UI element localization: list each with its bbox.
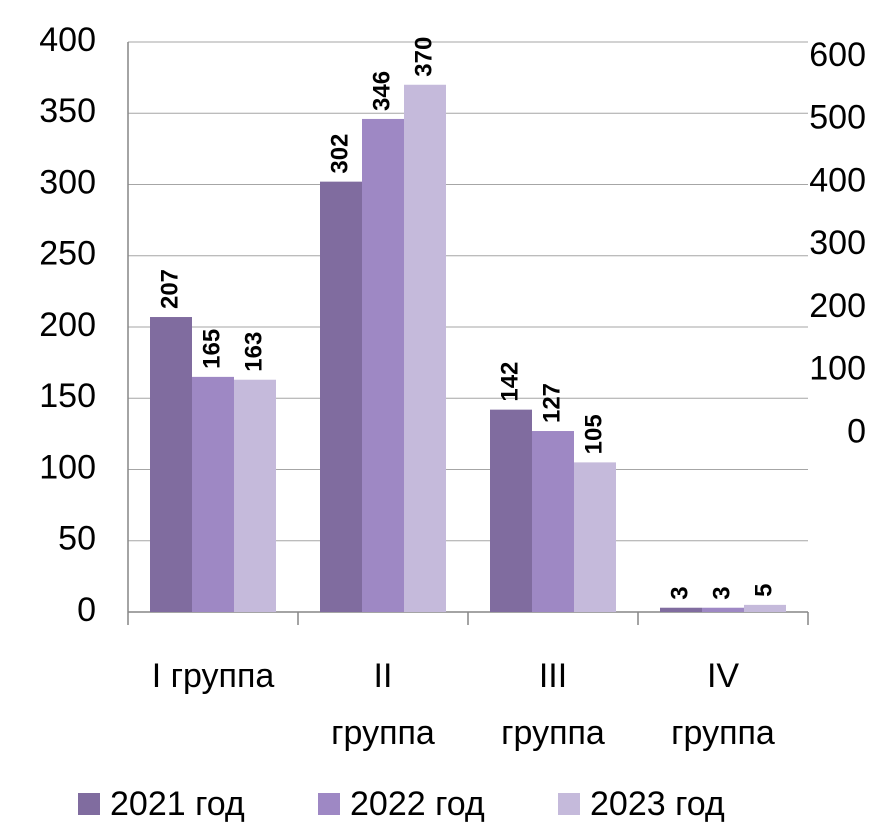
x-tick-label: I группа [151,657,275,695]
y-tick-label: 200 [39,306,96,344]
legend-label: 2022 год [350,785,485,823]
y2-tick-label: 300 [809,224,866,262]
data-label: 207 [156,269,183,309]
bar [192,376,234,612]
data-label: 3 [708,586,735,599]
bar [574,462,616,612]
legend-swatch [78,793,100,815]
legend-swatch [318,793,340,815]
bar [532,431,574,612]
y2-tick-label: 600 [809,36,866,74]
data-label: 165 [198,329,225,369]
x-tick-label: III группа [501,657,605,752]
legend-label: 2023 год [590,785,725,823]
data-label: 346 [368,71,395,111]
bar [490,409,532,612]
legend-label: 2021 год [110,785,245,823]
data-label: 5 [750,584,777,597]
data-label: 302 [326,134,353,174]
y2-tick-label: 500 [809,99,866,137]
data-label: 105 [580,414,607,454]
data-label: 163 [240,332,267,372]
y-tick-label: 300 [39,163,96,201]
y-tick-label: 250 [39,235,96,273]
bar [744,604,786,612]
y-tick-label: 350 [39,92,96,130]
y2-tick-label: 200 [809,287,866,325]
y-tick-label: 100 [39,448,96,486]
bar [660,607,702,612]
y-tick-label: 0 [77,591,96,629]
bar [404,84,446,612]
bar [362,118,404,612]
y-tick-label: 400 [39,21,96,59]
data-label: 370 [410,37,437,77]
bar [702,607,744,612]
y-tick-label: 150 [39,377,96,415]
bar [150,317,192,612]
legend-swatch [558,793,580,815]
y-tick-label: 50 [58,520,96,558]
bar [320,181,362,612]
y2-tick-label: 400 [809,161,866,199]
bar [234,379,276,612]
data-label: 127 [538,383,565,423]
data-label: 142 [496,362,523,402]
y2-tick-label: 0 [847,412,866,450]
data-label: 3 [666,586,693,599]
x-tick-label: II группа [331,657,435,752]
y2-tick-label: 100 [809,350,866,388]
x-tick-label: IV группа [671,657,775,752]
